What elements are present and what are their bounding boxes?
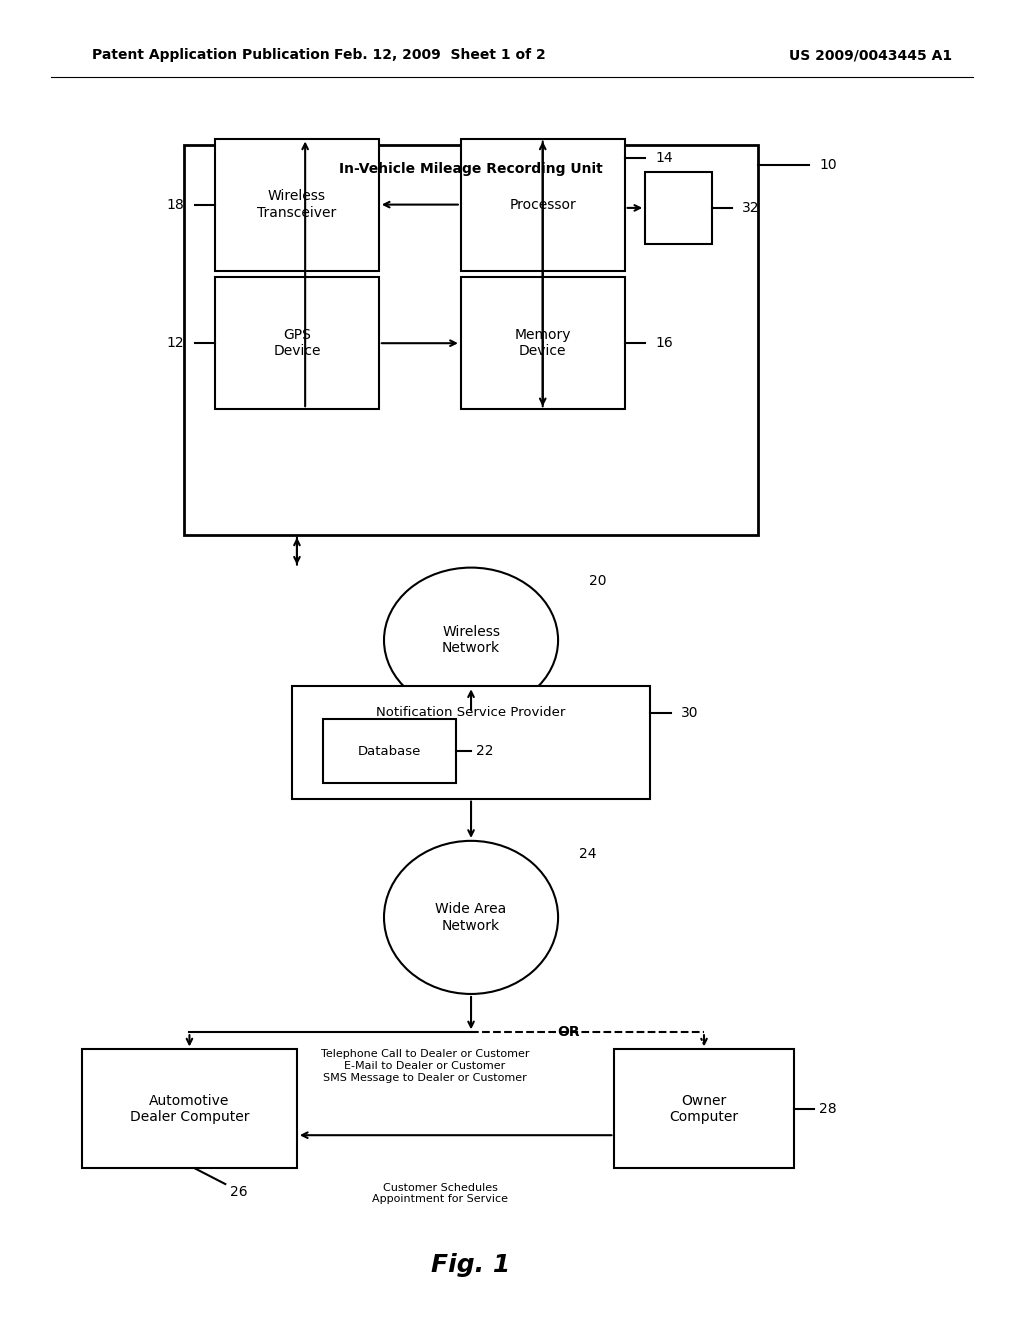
FancyBboxPatch shape: [461, 277, 625, 409]
Text: Patent Application Publication: Patent Application Publication: [92, 49, 330, 62]
Ellipse shape: [384, 841, 558, 994]
Text: Telephone Call to Dealer or Customer
E-Mail to Dealer or Customer
SMS Message to: Telephone Call to Dealer or Customer E-M…: [321, 1049, 529, 1082]
Text: Notification Service Provider: Notification Service Provider: [377, 706, 565, 719]
Text: 10: 10: [819, 158, 837, 172]
FancyBboxPatch shape: [215, 139, 379, 271]
FancyBboxPatch shape: [614, 1049, 794, 1168]
Text: Wireless
Network: Wireless Network: [442, 626, 500, 655]
Text: 30: 30: [681, 706, 698, 719]
Text: Database: Database: [357, 744, 421, 758]
Text: US 2009/0043445 A1: US 2009/0043445 A1: [790, 49, 952, 62]
Text: Automotive
Dealer Computer: Automotive Dealer Computer: [130, 1094, 249, 1123]
FancyBboxPatch shape: [645, 172, 712, 244]
Text: 24: 24: [579, 847, 596, 861]
FancyBboxPatch shape: [323, 719, 456, 783]
Text: In-Vehicle Mileage Recording Unit: In-Vehicle Mileage Recording Unit: [339, 162, 603, 176]
Text: Wide Area
Network: Wide Area Network: [435, 903, 507, 932]
Text: Fig. 1: Fig. 1: [431, 1253, 511, 1276]
Text: 18: 18: [167, 198, 184, 211]
Text: 16: 16: [655, 337, 673, 350]
Text: 32: 32: [742, 201, 760, 215]
Ellipse shape: [384, 568, 558, 713]
Text: 12: 12: [167, 337, 184, 350]
Text: GPS
Device: GPS Device: [273, 329, 321, 358]
Text: Owner
Computer: Owner Computer: [670, 1094, 738, 1123]
Text: 22: 22: [476, 744, 494, 758]
Text: Processor: Processor: [509, 198, 577, 211]
Text: 20: 20: [589, 574, 606, 587]
FancyBboxPatch shape: [82, 1049, 297, 1168]
FancyBboxPatch shape: [292, 686, 650, 799]
Text: Memory
Device: Memory Device: [514, 329, 571, 358]
Text: Customer Schedules
Appointment for Service: Customer Schedules Appointment for Servi…: [373, 1183, 508, 1204]
FancyBboxPatch shape: [215, 277, 379, 409]
Text: Feb. 12, 2009  Sheet 1 of 2: Feb. 12, 2009 Sheet 1 of 2: [335, 49, 546, 62]
Text: 28: 28: [819, 1102, 837, 1115]
FancyBboxPatch shape: [461, 139, 625, 271]
Text: Wireless
Transceiver: Wireless Transceiver: [257, 190, 337, 219]
Text: OR: OR: [557, 1026, 580, 1039]
Text: 14: 14: [655, 152, 673, 165]
Text: 26: 26: [230, 1185, 248, 1199]
FancyBboxPatch shape: [184, 145, 758, 535]
